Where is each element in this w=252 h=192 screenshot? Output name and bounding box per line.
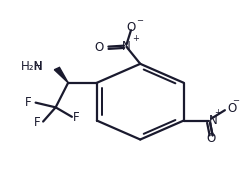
Text: H₂N: H₂N: [21, 60, 43, 73]
Text: −: −: [136, 16, 143, 25]
Text: F: F: [73, 111, 79, 124]
Text: H: H: [34, 60, 43, 73]
Text: N: N: [208, 114, 216, 127]
Text: +: +: [132, 34, 138, 43]
Text: O: O: [94, 41, 104, 54]
Text: O: O: [227, 102, 236, 115]
Text: F: F: [25, 96, 32, 109]
Text: F: F: [34, 116, 41, 129]
Text: N: N: [122, 40, 130, 53]
Text: −: −: [232, 96, 238, 105]
Polygon shape: [54, 67, 68, 83]
Text: O: O: [126, 21, 135, 34]
Text: +: +: [213, 108, 220, 117]
Text: O: O: [206, 132, 215, 145]
